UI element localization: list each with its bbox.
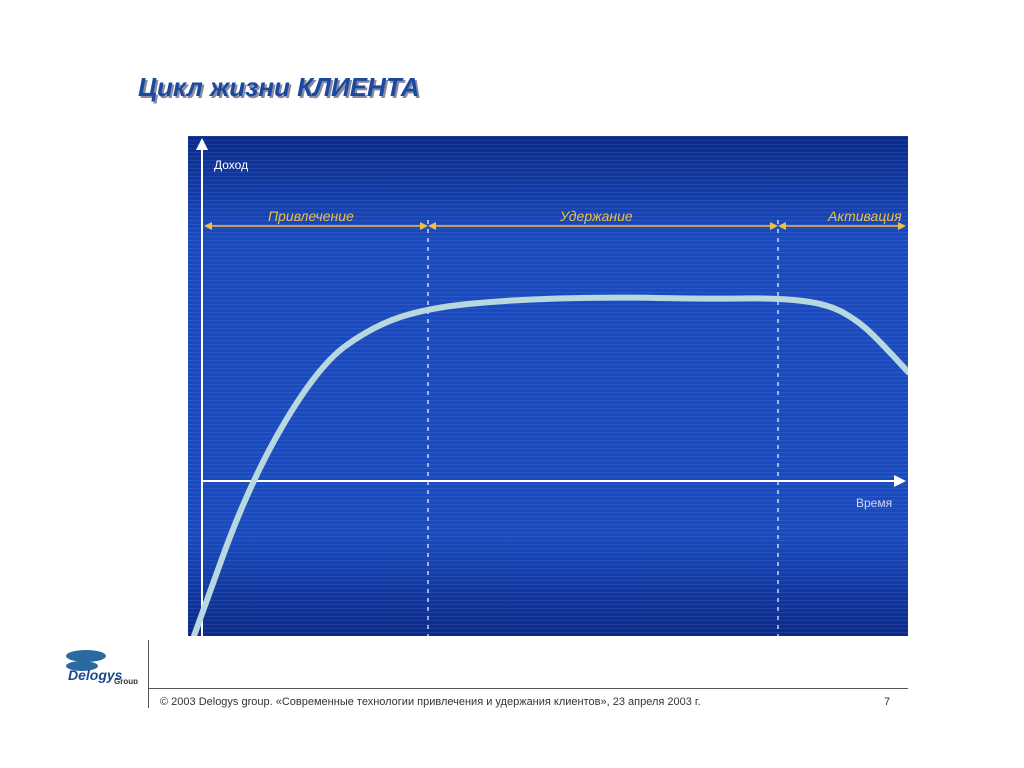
slide: Цикл жизни КЛИЕНТА Цикл жизни КЛИЕНТА До… [0, 0, 1024, 768]
logo: Delogys Group [64, 648, 138, 689]
logo-svg: Delogys Group [64, 648, 138, 684]
page-number: 7 [884, 696, 890, 708]
section-label-2: Активация [828, 208, 902, 224]
footer-hr [148, 688, 908, 689]
footer-copyright: © 2003 Delogys group. «Современные техно… [160, 696, 701, 708]
x-axis-label: Время [856, 496, 892, 510]
logo-text-sub: Group [114, 677, 138, 684]
y-axis-label: Доход [214, 158, 248, 172]
footer-vr [148, 640, 149, 708]
chart-area: Доход Время Привлечение Удержание Актива… [188, 136, 908, 636]
slide-title: Цикл жизни КЛИЕНТА [138, 72, 420, 103]
section-label-0: Привлечение [268, 208, 354, 224]
section-label-1: Удержание [560, 208, 633, 224]
